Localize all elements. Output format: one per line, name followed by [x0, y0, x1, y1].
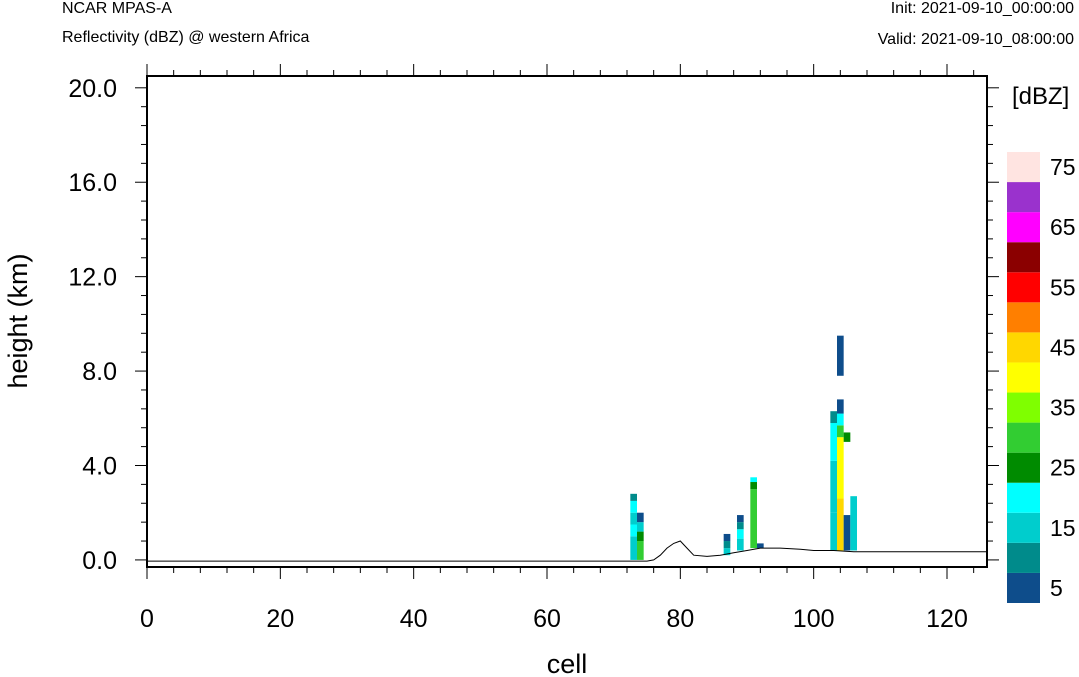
- reflectivity-cell: [630, 512, 637, 525]
- reflectivity-cell: [750, 489, 757, 549]
- reflectivity-cell: [830, 460, 837, 513]
- colorbar-swatch: [1007, 512, 1040, 543]
- axis-ticks: [135, 64, 999, 579]
- chart-title: Reflectivity (dBZ) @ western Africa: [62, 29, 310, 46]
- colorbar-swatch: [1007, 452, 1040, 483]
- colorbar-label: 5: [1050, 575, 1063, 601]
- reflectivity-cell: [837, 437, 844, 499]
- colorbar-swatch: [1007, 362, 1040, 393]
- x-tick-label: 80: [666, 605, 694, 633]
- y-tick-label: 20.0: [68, 75, 117, 103]
- terrain-profile: [147, 540, 987, 562]
- reflectivity-cell: [630, 500, 637, 513]
- x-tick-label: 120: [926, 605, 968, 633]
- reflectivity-cell: [837, 425, 844, 438]
- reflectivity-cells: [630, 335, 857, 560]
- reflectivity-cell: [737, 515, 744, 523]
- colorbar-swatch: [1007, 482, 1040, 513]
- colorbar-swatch: [1007, 242, 1040, 273]
- y-axis-label: height (km): [3, 253, 33, 388]
- model-title: NCAR MPAS-A: [62, 0, 172, 17]
- reflectivity-cell: [837, 335, 844, 376]
- y-tick-label: 0.0: [82, 547, 117, 575]
- reflectivity-cell: [637, 541, 644, 560]
- reflectivity-cell: [630, 493, 637, 501]
- colorbar-label: 75: [1050, 154, 1076, 180]
- x-tick-label: 20: [266, 605, 294, 633]
- reflectivity-cell: [637, 522, 644, 532]
- reflectivity-cell: [843, 432, 851, 442]
- colorbar-swatch: [1007, 422, 1040, 453]
- x-tick-labels: 0 20 40 60 80 100 120: [140, 605, 968, 633]
- terrain-line: [147, 540, 987, 562]
- colorbar-swatch: [1007, 572, 1040, 603]
- reflectivity-cell: [723, 548, 731, 556]
- y-tick-label: 16.0: [68, 169, 117, 197]
- colorbar-swatch: [1007, 392, 1040, 423]
- reflectivity-cell: [750, 482, 757, 490]
- x-tick-label: 40: [400, 605, 428, 633]
- y-tick-label: 4.0: [82, 452, 117, 480]
- colorbar-swatch: [1007, 182, 1040, 213]
- colorbar-label: 55: [1050, 274, 1076, 300]
- colorbar-swatch: [1007, 302, 1040, 333]
- x-tick-label: 100: [793, 605, 835, 633]
- reflectivity-cell: [737, 538, 744, 551]
- colorbar-swatch: [1007, 152, 1040, 183]
- init-time: Init: 2021-09-10_00:00:00: [890, 0, 1074, 17]
- reflectivity-cell: [737, 529, 744, 539]
- reflectivity-cell: [637, 512, 644, 523]
- reflectivity-cell: [837, 399, 844, 414]
- colorbar-label: 25: [1050, 455, 1076, 481]
- colorbar-swatch: [1007, 542, 1040, 573]
- x-tick-label: 60: [533, 605, 561, 633]
- reflectivity-cell: [830, 423, 837, 461]
- colorbar-swatch: [1007, 212, 1040, 243]
- reflectivity-cell: [837, 413, 844, 426]
- reflectivity-cell: [723, 533, 731, 542]
- reflectivity-cell: [843, 515, 851, 551]
- colorbar-label: 15: [1050, 515, 1076, 541]
- reflectivity-cell: [630, 524, 637, 537]
- y-tick-label: 12.0: [68, 264, 117, 292]
- plot-frame: [146, 75, 988, 568]
- x-axis-label: cell: [547, 649, 588, 677]
- reflectivity-cell: [830, 411, 837, 424]
- reflectivity-cell: [630, 536, 637, 560]
- reflectivity-cell: [750, 477, 757, 483]
- reflectivity-cell: [850, 496, 857, 551]
- colorbar-label: 35: [1050, 395, 1076, 421]
- colorbar-swatch: [1007, 332, 1040, 363]
- reflectivity-cell: [723, 541, 731, 549]
- y-tick-label: 8.0: [82, 358, 117, 386]
- valid-time: Valid: 2021-09-10_08:00:00: [877, 31, 1074, 48]
- colorbar: 5 15 25 35 45 55 65 75: [1007, 152, 1076, 603]
- reflectivity-cell: [757, 543, 764, 549]
- reflectivity-cell: [830, 512, 837, 551]
- y-tick-labels: 0.0 4.0 8.0 12.0 16.0 20.0: [68, 75, 117, 575]
- reflectivity-cell: [837, 498, 844, 551]
- reflectivity-cell: [637, 531, 644, 542]
- colorbar-label: 45: [1050, 334, 1076, 360]
- reflectivity-cell: [737, 522, 744, 530]
- x-tick-label: 0: [140, 605, 154, 633]
- colorbar-unit-label: [dBZ]: [1012, 83, 1069, 110]
- colorbar-swatch: [1007, 272, 1040, 303]
- colorbar-label: 65: [1050, 214, 1076, 240]
